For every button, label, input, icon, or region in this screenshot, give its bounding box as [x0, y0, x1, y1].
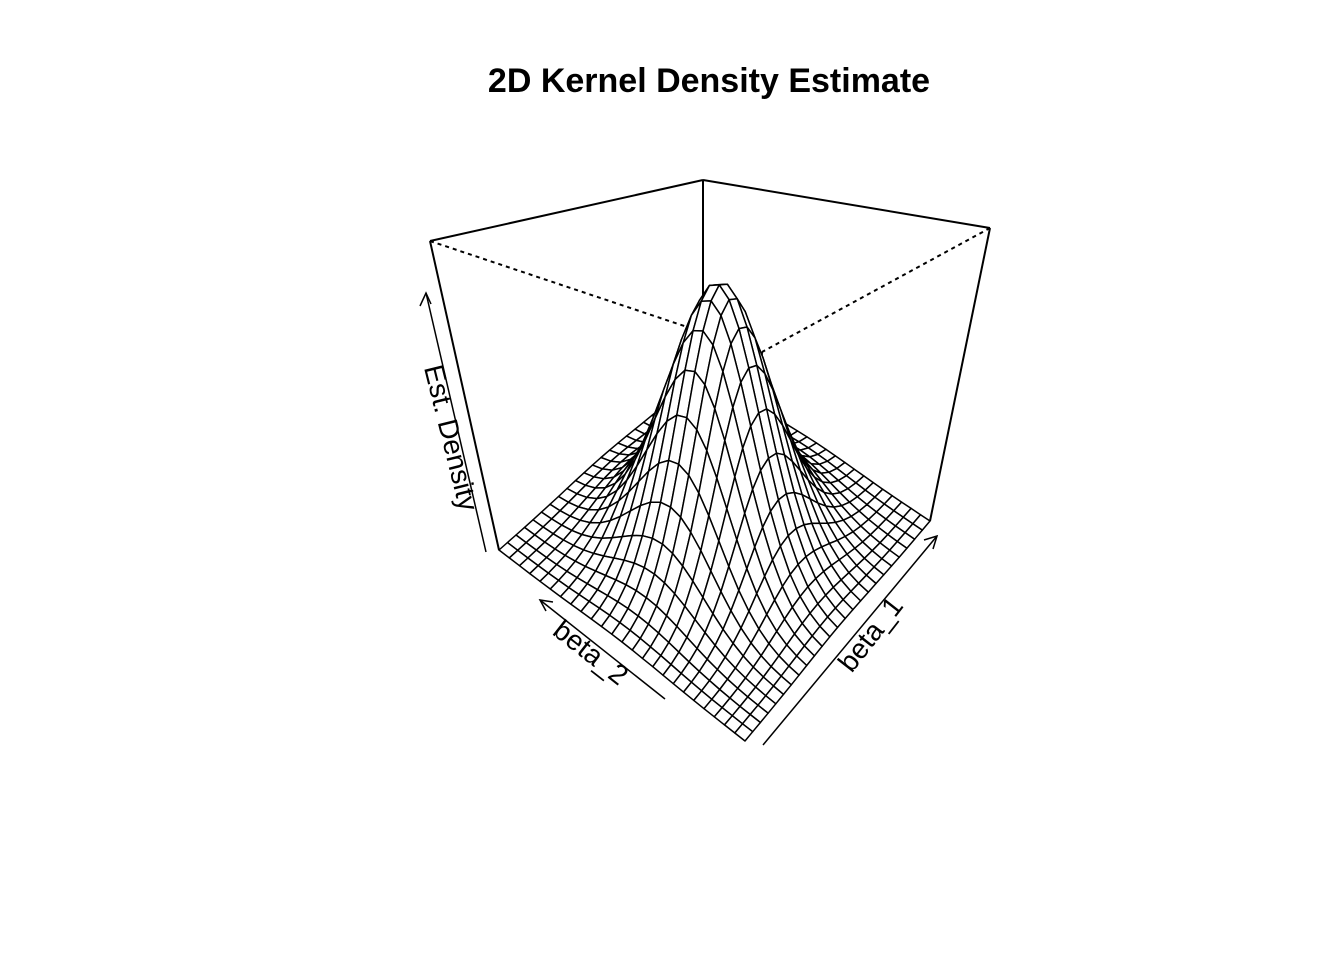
z-axis: Est. Density — [418, 291, 487, 553]
y-axis-arrow — [539, 599, 666, 700]
x-axis-arrow — [762, 535, 938, 746]
box-edge-top-back-right — [702, 179, 991, 229]
box-front-edges — [429, 227, 991, 551]
box-edge-left-vertical — [429, 240, 500, 551]
x-axis-arrowhead — [923, 534, 939, 550]
y-axis-arrowhead — [538, 599, 554, 612]
density-surface — [498, 283, 931, 742]
box-edge-top-front-right — [761, 227, 991, 353]
box-edge-right-vertical — [929, 227, 991, 522]
z-axis-arrowhead — [419, 291, 432, 307]
box-edge-top-back-left — [429, 179, 704, 242]
z-axis-arrow — [425, 292, 487, 553]
chart-title: 2D Kernel Density Estimate — [488, 62, 930, 100]
surface-cell — [734, 723, 754, 742]
